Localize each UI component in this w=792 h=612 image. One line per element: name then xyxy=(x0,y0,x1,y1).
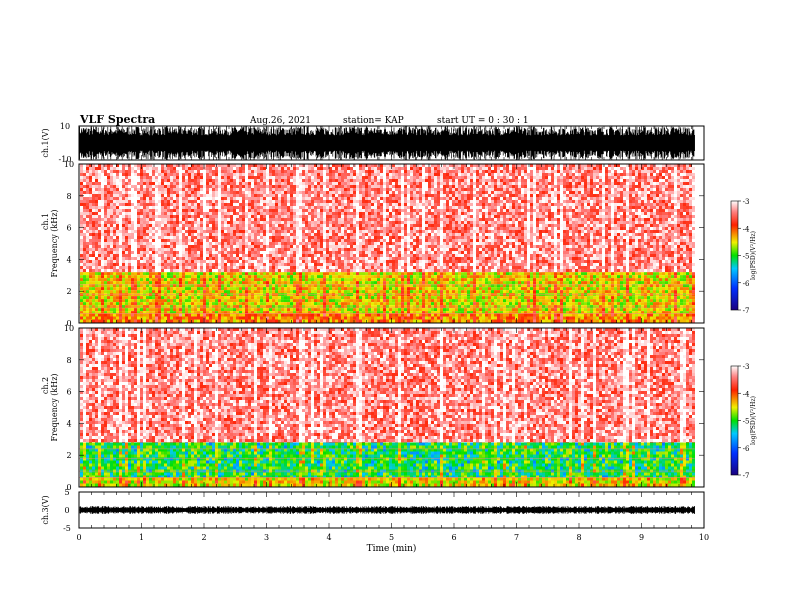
ch1-y-tick-label: 10 xyxy=(60,122,70,131)
x-tick-label: 8 xyxy=(576,533,581,542)
ch1-colorbar-tick-label: -7 xyxy=(743,307,750,315)
ch2-y-tick-label: 10 xyxy=(64,324,74,333)
ch1-channel-label: ch.1 xyxy=(41,213,50,230)
ch3-y-axis-label: ch.3(V) xyxy=(41,495,50,524)
ch3-y-tick-label: 5 xyxy=(64,488,69,497)
x-tick-label: 5 xyxy=(389,533,394,542)
ch1-y-tick-label: 2 xyxy=(66,287,71,296)
x-tick-label: 0 xyxy=(76,533,81,542)
x-tick-label: 1 xyxy=(139,533,144,542)
ch2-y-tick-label: 2 xyxy=(66,451,71,460)
x-tick-label: 2 xyxy=(201,533,206,542)
ch1-colorbar-tick-label: -4 xyxy=(743,225,750,233)
x-axis-label: Time (min) xyxy=(367,543,417,554)
x-tick-label: 10 xyxy=(699,533,709,542)
ch1-y-tick-label: 6 xyxy=(66,224,71,233)
ch2-y-axis-label: Frequency (kHz) xyxy=(50,373,59,441)
ch1-y-tick-label: 10 xyxy=(64,160,74,169)
ch2-y-tick-label: 8 xyxy=(66,356,71,365)
ch1-colorbar-tick-label: -3 xyxy=(743,198,750,206)
ch2-colorbar-tick-label: -7 xyxy=(743,472,750,480)
ch1-y-tick-label: 4 xyxy=(66,255,71,264)
ch1-colorbar-label: log(PSD)(V²/Hz) xyxy=(750,231,757,280)
ch2-colorbar-tick-label: -4 xyxy=(743,390,750,398)
ch2-colorbar-tick-label: -6 xyxy=(743,445,750,453)
ch2-channel-label: ch.2 xyxy=(41,377,50,394)
ch1-waveform-series xyxy=(79,126,695,160)
ch1-y-axis-label: ch.1(V) xyxy=(41,128,50,157)
x-tick-label: 9 xyxy=(639,533,644,542)
ch2-colorbar-label: log(PSD)(V²/Hz) xyxy=(750,396,757,445)
x-tick-label: 6 xyxy=(451,533,456,542)
ch1-y-axis-label: Frequency (kHz) xyxy=(50,209,59,277)
ch2-y-tick-label: 4 xyxy=(66,419,71,428)
ch2-y-tick-label: 6 xyxy=(66,388,71,397)
ch1-colorbar xyxy=(731,201,738,310)
ch1-spectrogram xyxy=(80,164,695,323)
x-tick-label: 4 xyxy=(326,533,331,542)
ch1-colorbar-tick-label: -5 xyxy=(743,253,750,261)
x-tick-label: 3 xyxy=(264,533,269,542)
ch2-colorbar-tick-label: -5 xyxy=(743,418,750,426)
ch2-spectrogram xyxy=(80,328,695,487)
ch3-y-tick-label: 0 xyxy=(64,506,69,515)
ch1-colorbar-tick-label: -6 xyxy=(743,280,750,288)
ch2-colorbar xyxy=(731,366,738,475)
ch3-waveform-series xyxy=(80,506,695,514)
ch2-colorbar-tick-label: -3 xyxy=(743,363,750,371)
x-tick-label: 7 xyxy=(514,533,519,542)
ch3-y-tick-label: -5 xyxy=(63,524,71,533)
ch1-y-tick-label: 8 xyxy=(66,192,71,201)
